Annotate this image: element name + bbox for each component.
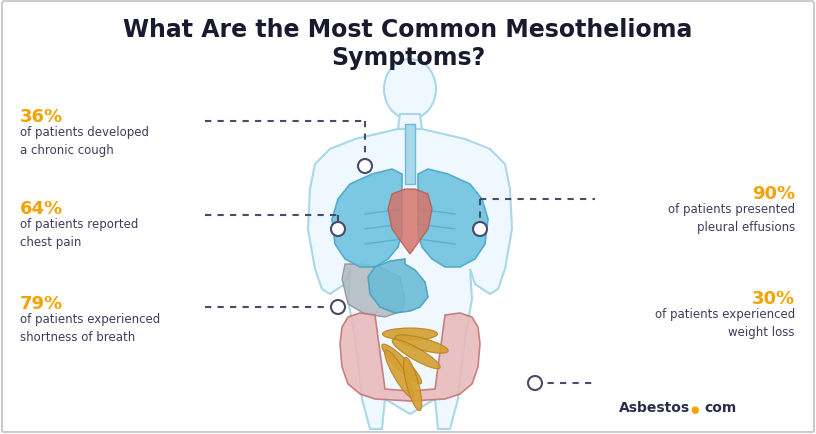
Polygon shape [418, 170, 488, 267]
Text: 36%: 36% [20, 108, 63, 126]
Polygon shape [340, 313, 480, 401]
Polygon shape [368, 260, 428, 313]
Polygon shape [332, 170, 402, 267]
Ellipse shape [384, 350, 414, 398]
Text: 64%: 64% [20, 200, 63, 217]
Ellipse shape [395, 335, 448, 353]
Polygon shape [342, 264, 405, 317]
Circle shape [331, 300, 345, 314]
Text: ●: ● [690, 404, 698, 414]
Ellipse shape [384, 60, 436, 120]
Circle shape [358, 160, 372, 174]
Circle shape [473, 223, 487, 237]
Text: of patients presented
pleural effusions: of patients presented pleural effusions [667, 203, 795, 233]
Text: 30%: 30% [752, 289, 795, 307]
Text: of patients experienced
weight loss: of patients experienced weight loss [654, 307, 795, 338]
Ellipse shape [403, 358, 422, 411]
Ellipse shape [392, 339, 440, 369]
Text: of patients reported
chest pain: of patients reported chest pain [20, 217, 139, 248]
Polygon shape [388, 190, 432, 254]
Text: Asbestos: Asbestos [619, 400, 690, 414]
Text: What Are the Most Common Mesothelioma: What Are the Most Common Mesothelioma [123, 18, 693, 42]
Text: com: com [704, 400, 736, 414]
Circle shape [331, 223, 345, 237]
Polygon shape [398, 115, 422, 130]
Ellipse shape [383, 328, 437, 340]
Polygon shape [308, 130, 512, 429]
Text: Symptoms?: Symptoms? [330, 46, 486, 70]
Text: of patients experienced
shortness of breath: of patients experienced shortness of bre… [20, 312, 160, 343]
Bar [405, 125, 415, 184]
Circle shape [528, 376, 542, 390]
Text: 79%: 79% [20, 294, 63, 312]
Text: 90%: 90% [752, 184, 795, 203]
Text: of patients developed
a chronic cough: of patients developed a chronic cough [20, 126, 149, 157]
Ellipse shape [382, 344, 422, 384]
